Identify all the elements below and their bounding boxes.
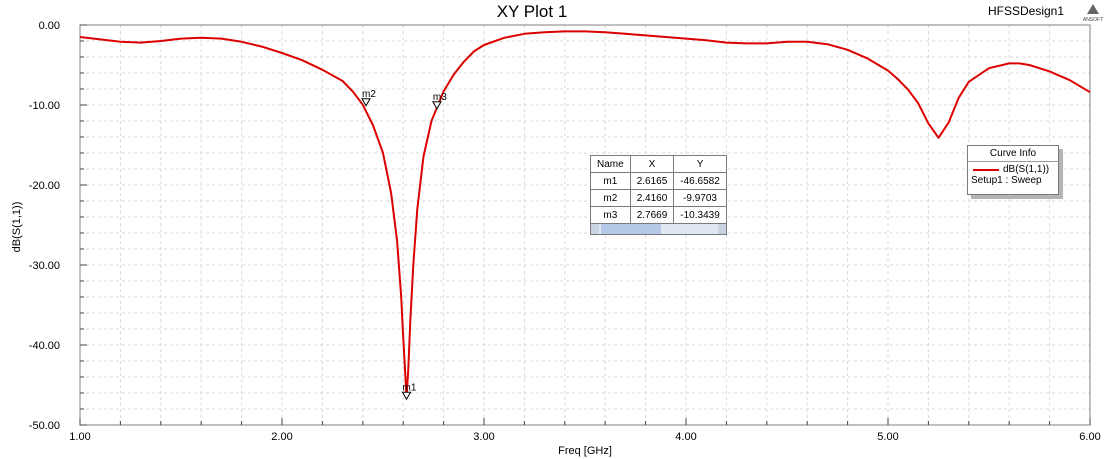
x-tick-label: 3.00 <box>473 431 494 443</box>
ansoft-logo-icon <box>1087 4 1099 14</box>
marker-label: m2 <box>362 89 376 100</box>
legend-series-name: dB(S(1,1)) <box>1003 164 1050 175</box>
chart-title: XY Plot 1 <box>497 2 568 21</box>
legend-entry[interactable]: dB(S(1,1)) <box>968 162 1058 175</box>
ansoft-logo: ANSOFT <box>1083 4 1103 23</box>
marker-name: m2 <box>590 189 631 207</box>
legend-swatch <box>973 168 999 171</box>
header-x: X <box>629 155 675 173</box>
plot-frame <box>79 24 1091 426</box>
marker-table-header: Name X Y <box>590 155 727 173</box>
table-row: m2 2.4160 -9.9703 <box>590 189 727 207</box>
marker-triangle <box>401 391 412 401</box>
x-tick-label: 2.00 <box>271 431 292 443</box>
y-tick-label: 0.00 <box>39 20 60 32</box>
table-scrollbar[interactable] <box>590 223 727 235</box>
legend-setup-name: Setup1 : Sweep <box>971 175 1042 186</box>
marker-x: 2.6165 <box>629 172 675 190</box>
legend-title: Curve Info <box>968 146 1058 162</box>
scroll-thumb[interactable] <box>601 224 661 234</box>
marker-label: m3 <box>433 92 447 103</box>
design-name: HFSSDesign1 <box>988 4 1064 18</box>
x-tick-label: 1.00 <box>69 431 90 443</box>
x-tick-label: 6.00 <box>1079 431 1100 443</box>
marker-triangle <box>361 98 371 107</box>
marker-x: 2.7669 <box>629 206 675 224</box>
x-axis-label: Freq [GHz] <box>558 445 612 457</box>
y-tick-labels: 0.00 -10.00 -20.00 -30.00 -40.00 -50.00 <box>29 20 60 432</box>
header-name: Name <box>590 155 631 173</box>
y-tick-label: -40.00 <box>29 340 60 352</box>
marker-y: -10.3439 <box>673 206 727 224</box>
y-tick-label: -50.00 <box>29 420 60 432</box>
marker-triangle <box>432 101 442 110</box>
x-tick-label: 4.00 <box>675 431 696 443</box>
marker-y: -9.9703 <box>673 189 727 207</box>
scroll-right-button[interactable] <box>717 224 726 234</box>
tick-marks <box>79 24 1091 426</box>
x-tick-label: 5.00 <box>877 431 898 443</box>
table-row: m3 2.7669 -10.3439 <box>590 206 727 224</box>
marker-y: -46.6582 <box>673 172 727 190</box>
marker-label: m1 <box>403 382 417 393</box>
y-axis-label: dB(S(1,1)) <box>11 202 23 253</box>
ansoft-logo-text: ANSOFT <box>1083 17 1103 23</box>
table-row: m1 2.6165 -46.6582 <box>590 172 727 190</box>
scroll-left-button[interactable] <box>591 224 599 234</box>
marker-x: 2.4160 <box>629 189 675 207</box>
y-tick-label: -20.00 <box>29 180 60 192</box>
curve-info-legend[interactable]: Curve Info dB(S(1,1)) Setup1 : Sweep <box>967 145 1059 195</box>
series-line <box>79 30 1091 400</box>
header-y: Y <box>673 155 727 173</box>
marker-name: m3 <box>590 206 631 224</box>
markers: m1 m2 m3 <box>361 89 447 401</box>
series-curves <box>79 30 1091 400</box>
marker-name: m1 <box>590 172 631 190</box>
y-tick-label: -10.00 <box>29 100 60 112</box>
x-tick-labels: 1.00 2.00 3.00 4.00 5.00 6.00 <box>69 431 1100 443</box>
marker-table[interactable]: Name X Y m1 2.6165 -46.6582 m2 2.4160 -9… <box>590 155 727 235</box>
y-tick-label: -30.00 <box>29 260 60 272</box>
